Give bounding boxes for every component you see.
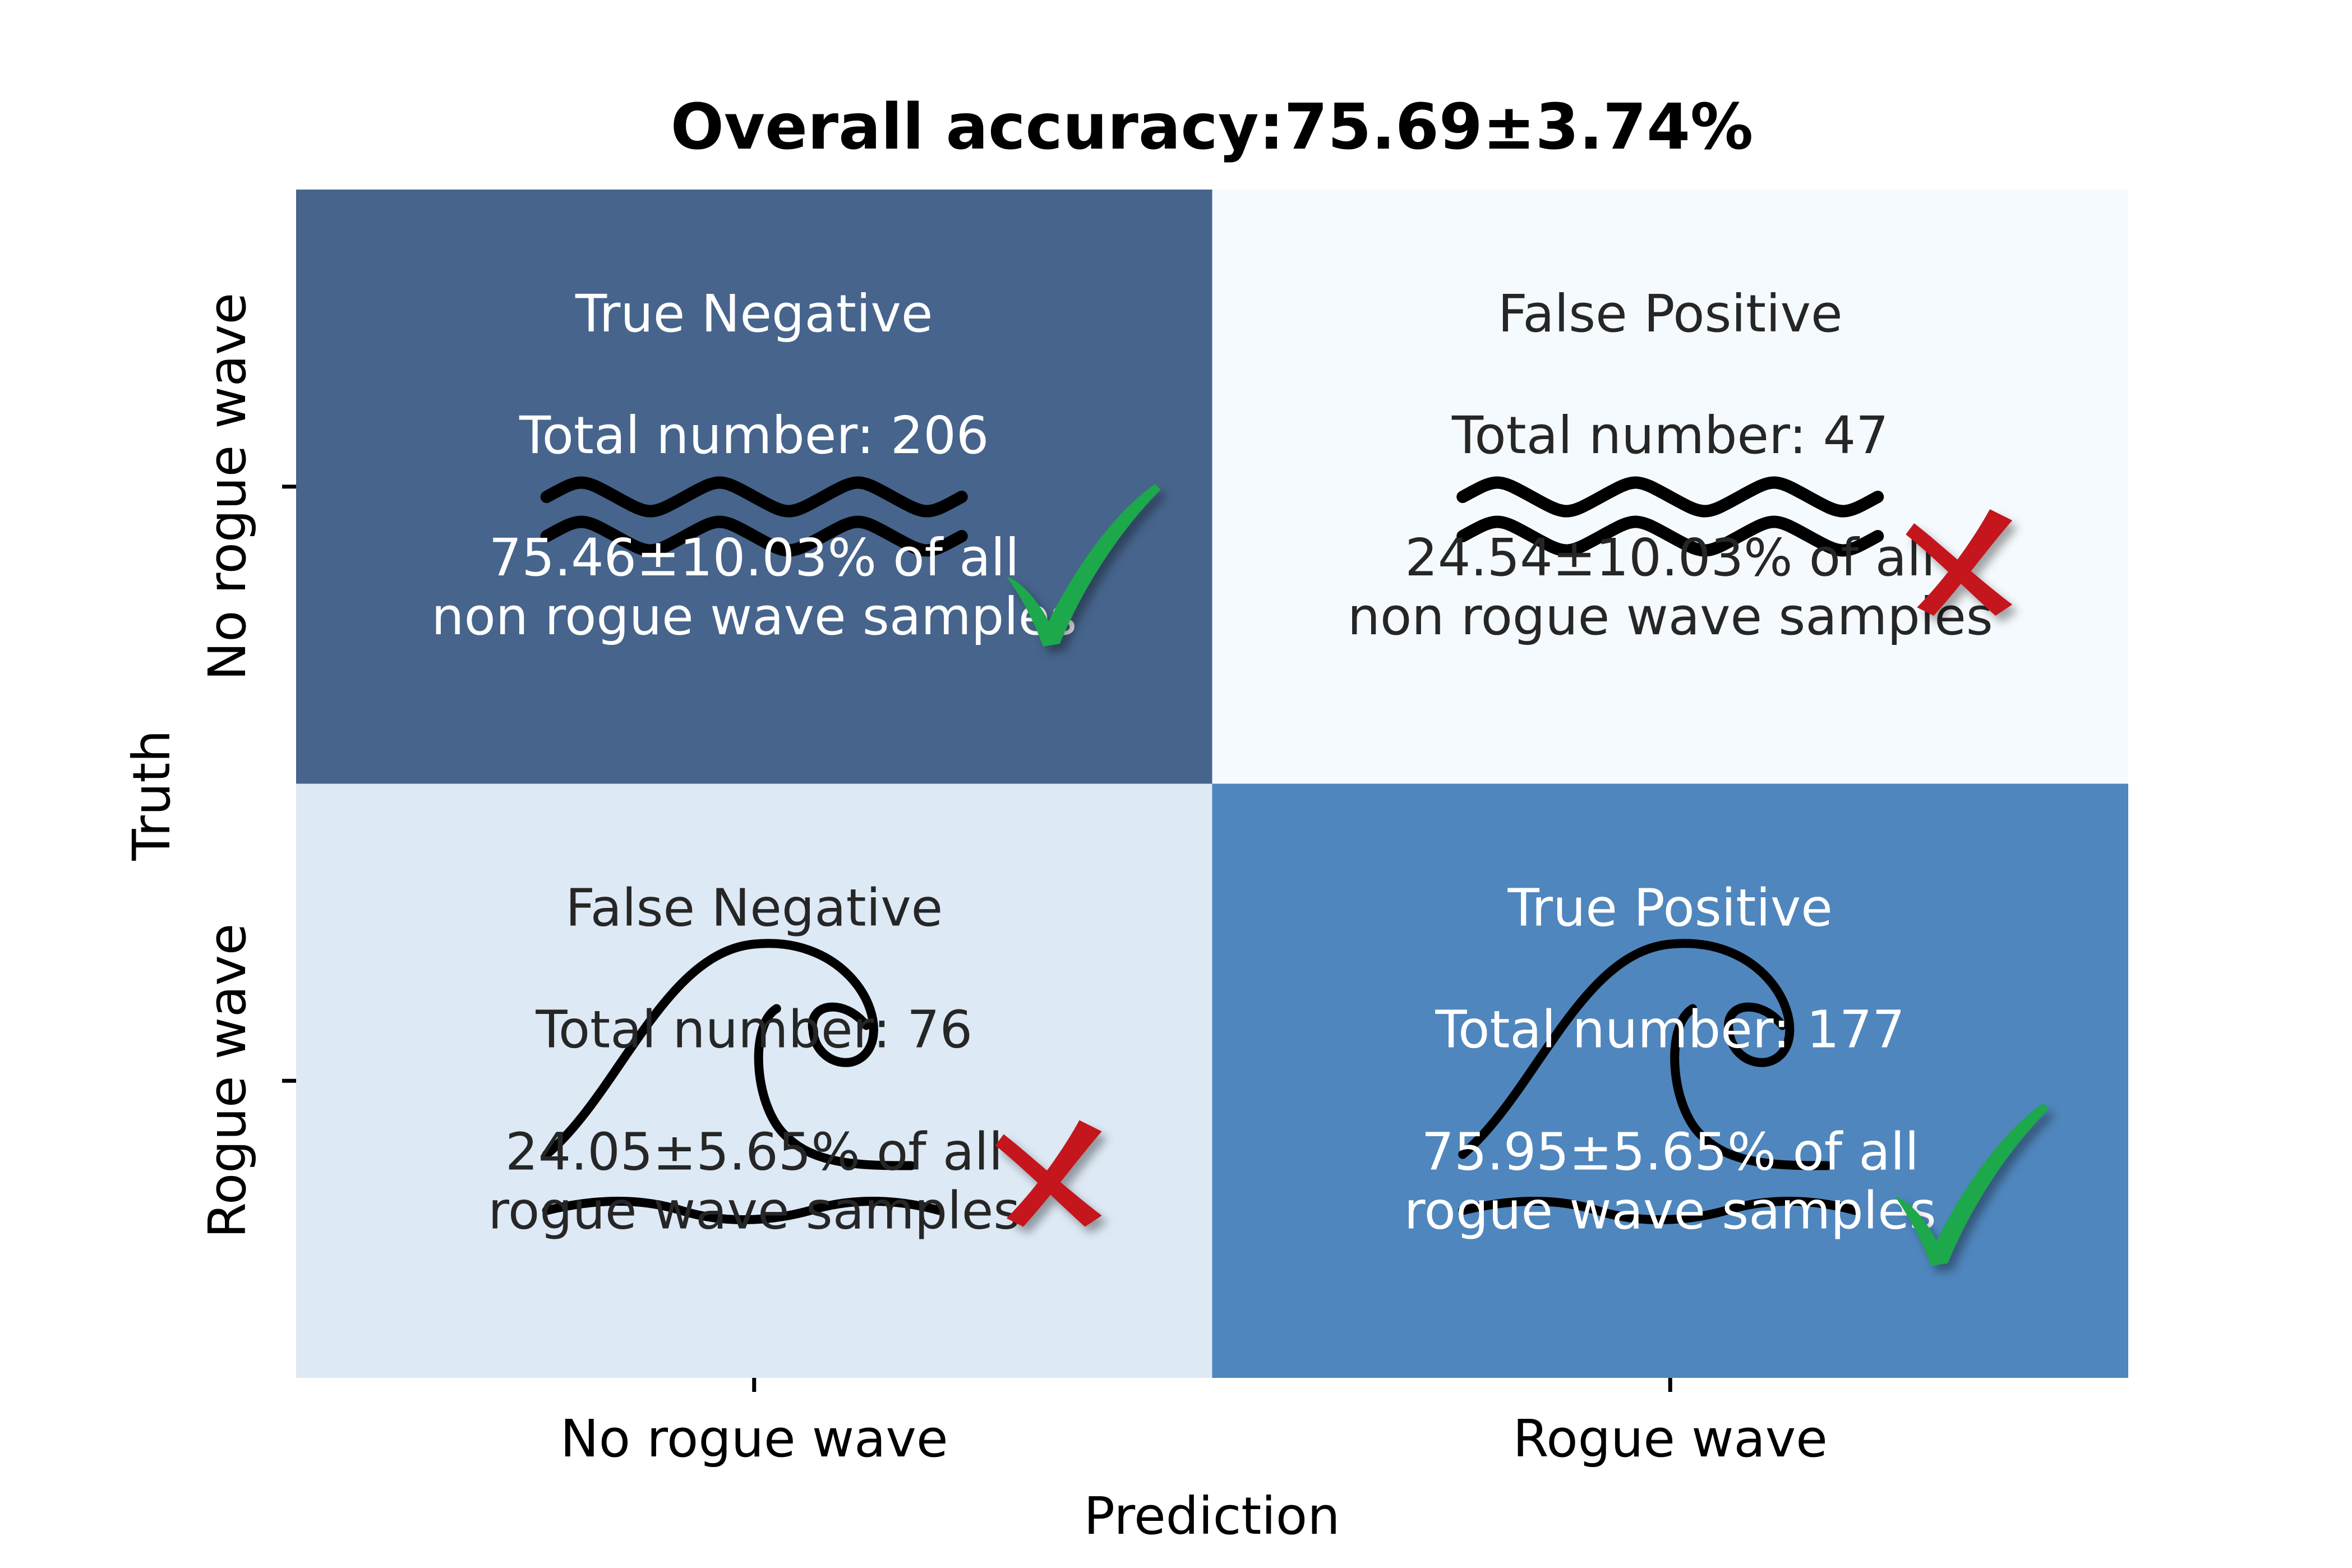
cell-percent-scope: rogue wave samples [488, 1181, 1020, 1241]
cell-marks [995, 484, 2049, 1266]
cross-icon [995, 1120, 1102, 1227]
cell-label: False Negative [565, 878, 943, 938]
calm-wave-icon [1456, 476, 1884, 557]
cell-label: True Positive [1507, 878, 1833, 938]
rogue-wave-curl [754, 1004, 916, 1170]
heatmap-cell-true-positive [1212, 783, 2128, 1378]
cell-count: Total number: 76 [535, 1000, 972, 1060]
rogue-wave-ripple [1458, 1197, 1860, 1224]
y-tick-label: No rogue wave [197, 293, 257, 681]
rogue-wave-icon [1458, 939, 1860, 1224]
cell-count: Total number: 206 [519, 405, 989, 465]
cell-percent: 24.54±10.03% of all [1405, 528, 1935, 588]
calm-wave-line [1456, 476, 1884, 518]
x-axis-label: Prediction [1083, 1486, 1340, 1546]
chart-title: Overall accuracy:75.69±3.74% [671, 91, 1754, 164]
cell-percent: 24.05±5.65% of all [505, 1122, 1003, 1182]
x-axis-ticks: No rogue wave Rogue wave [560, 1378, 1828, 1469]
cell-percent-scope: non rogue wave samples [1348, 587, 1993, 647]
cell-count: Total number: 177 [1435, 1000, 1905, 1060]
heatmap-cells [296, 190, 2128, 1378]
heatmap-cell-false-positive [1212, 190, 2128, 784]
rogue-wave-curl [1670, 1004, 1832, 1170]
cross-icon [1906, 509, 2013, 616]
calm-wave-line [540, 515, 968, 557]
cell-percent: 75.46±10.03% of all [489, 528, 1020, 588]
calm-wave-line [1456, 515, 1884, 557]
cell-percent-scope: rogue wave samples [1404, 1181, 1936, 1241]
check-icon [1894, 1103, 2049, 1266]
rogue-wave-crest [1458, 939, 1795, 1159]
cell-label: False Positive [1498, 284, 1843, 344]
calm-wave-line [540, 476, 968, 518]
y-tick-label: Rogue wave [197, 924, 257, 1238]
cell-icons [540, 476, 1884, 1224]
calm-wave-icon [540, 476, 968, 557]
rogue-wave-crest [542, 939, 878, 1159]
x-tick-label: Rogue wave [1513, 1409, 1828, 1469]
heatmap-cell-false-negative [296, 783, 1212, 1378]
y-axis-label: Truth [122, 730, 182, 861]
cross-stroke [1917, 509, 2013, 616]
cell-percent: 75.95±5.65% of all [1422, 1122, 1919, 1182]
cell-percent-scope: non rogue wave samples [431, 587, 1077, 647]
heatmap-cell-true-negative [296, 190, 1212, 784]
cell-count: Total number: 47 [1451, 405, 1889, 465]
rogue-wave-icon [542, 939, 944, 1224]
cross-stroke [1006, 1120, 1102, 1227]
cell-annotations: True Negative Total number: 206 75.46±10.0… [431, 284, 1993, 1241]
rogue-wave-ripple [542, 1197, 944, 1224]
x-tick-label: No rogue wave [560, 1409, 948, 1469]
y-axis-ticks: No rogue wave Rogue wave [197, 293, 296, 1238]
cell-label: True Negative [575, 284, 933, 344]
check-icon [1006, 484, 1161, 647]
